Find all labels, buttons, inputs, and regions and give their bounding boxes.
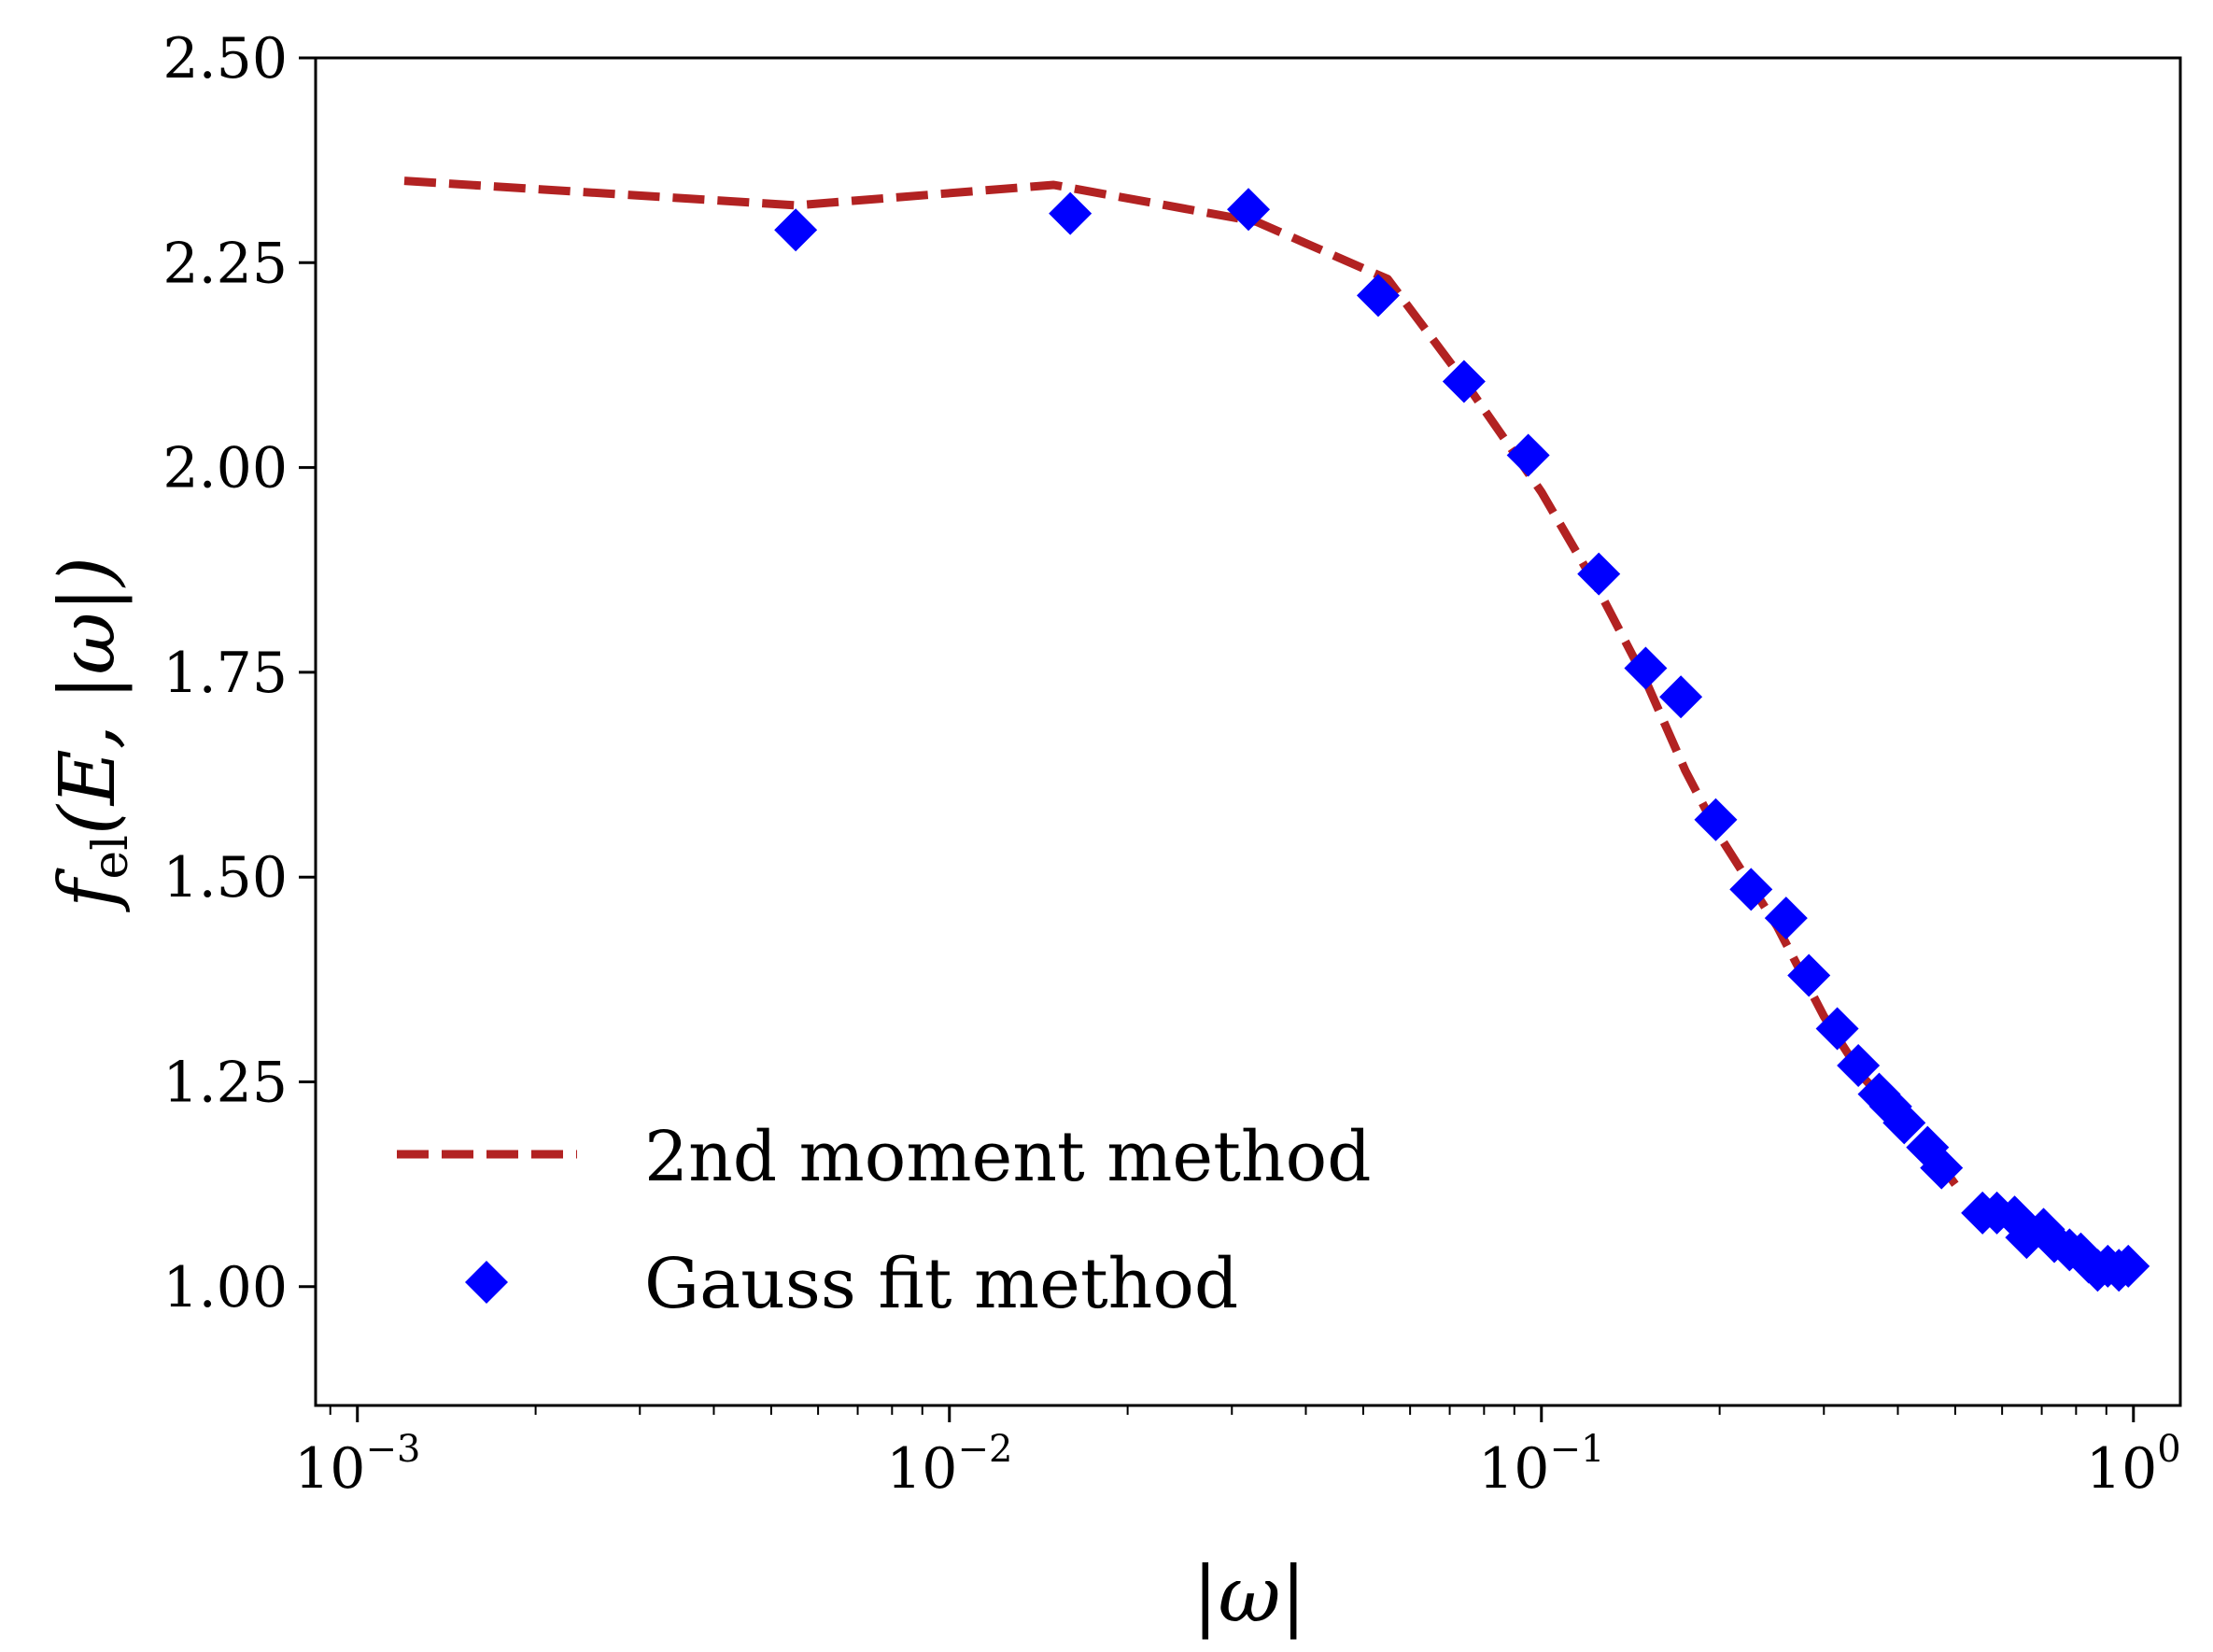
x-axis-title: |ω| [1192,1551,1306,1640]
legend-label-gauss-fit: Gauss fit method [644,1244,1238,1324]
y-tick-label: 1.75 [162,641,288,706]
major-ticks [299,56,2135,1422]
y-tick-label: 2.00 [162,436,288,501]
y-axis-title: fel(E, |ω|) [44,557,139,913]
y-axis-title-text: fel(E, |ω|) [44,557,139,913]
gauss-fit-point [1356,274,1400,318]
gauss-fit-point [774,208,818,252]
gauss-fit-point [2107,1244,2150,1288]
gauss-fit-point [1577,552,1621,596]
legend: 2nd moment method Gauss fit method [397,1117,1372,1324]
y-title-args: (E, |ω|) [44,557,133,835]
gauss-fit-point [1506,433,1550,477]
gauss-fit-point [1694,798,1738,841]
gauss-fit-point [1227,188,1271,232]
y-tick-label: 2.50 [162,26,288,92]
y-tick-label: 2.25 [162,231,288,296]
x-tick-label: 10−3 [294,1428,420,1502]
tick-labels: 10−3 10−2 10−1 100 1.00 1.25 1.50 1.75 2.00 2.25 2… [162,26,2180,1502]
gauss-fit-point [1442,360,1486,403]
y-tick-label: 1.50 [162,845,288,911]
gauss-fit-point [1764,897,1808,940]
gauss-fit-point [1787,953,1831,997]
y-tick-label: 1.00 [162,1255,288,1320]
x-tick-label: 10−1 [1478,1428,1604,1502]
gauss-fit-point [1659,675,1703,719]
gauss-fit-point [1624,646,1668,690]
gauss-fit-point [1882,1101,1926,1145]
x-tick-label: 100 [2086,1428,2181,1502]
gauss-fit-point [1920,1146,1964,1190]
gauss-fit-point [1815,1007,1859,1051]
x-tick-label: 10−2 [886,1428,1012,1502]
legend-marker-sample [465,1261,508,1304]
gauss-fit-point [1837,1043,1881,1087]
series-gauss-fit [774,188,2150,1292]
y-title-sub: el [83,835,139,879]
y-tick-label: 1.25 [162,1051,288,1116]
x-minor-ticks [329,1405,2107,1415]
gauss-fit-point [1049,191,1092,235]
plot-frame [314,56,2182,1407]
legend-label-2nd-moment: 2nd moment method [644,1117,1372,1197]
gauss-fit-point [1729,868,1773,911]
